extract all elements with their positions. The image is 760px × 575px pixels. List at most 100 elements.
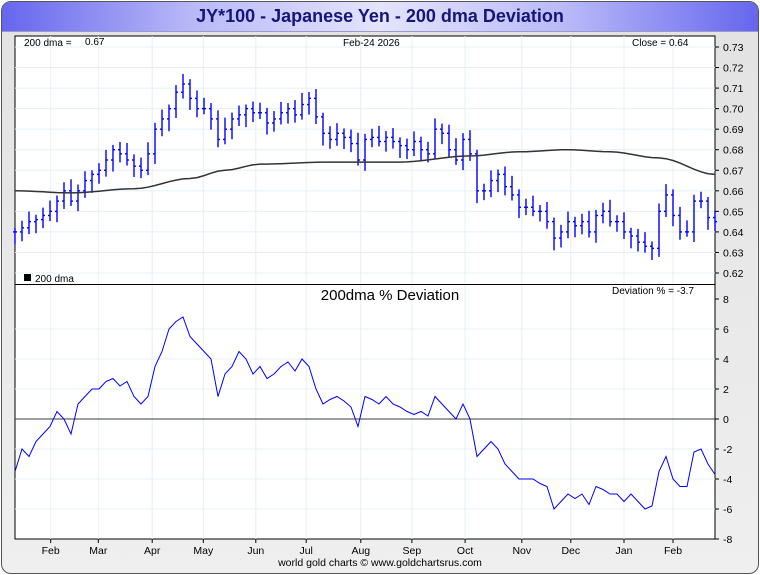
price-bar [230, 112, 234, 140]
x-tick-label: May [193, 545, 214, 557]
price-bar [111, 144, 115, 172]
legend-swatch [24, 274, 31, 281]
price-bar [34, 214, 38, 234]
price-bar [202, 97, 206, 115]
chart-title: JY*100 - Japanese Yen - 200 dma Deviatio… [196, 6, 564, 26]
price-bar [678, 206, 682, 240]
title-bar: JY*100 - Japanese Yen - 200 dma Deviatio… [2, 2, 758, 32]
price-bar [580, 213, 584, 235]
price-bar [615, 215, 619, 232]
price-bar [594, 209, 598, 243]
price-bar [426, 141, 430, 163]
price-bar [538, 205, 542, 222]
price-bar [349, 129, 353, 153]
price-bar [440, 123, 444, 145]
deviation-title: 200dma % Deviation [321, 287, 459, 304]
price-bar [356, 132, 360, 166]
price-bars [13, 73, 717, 260]
y-tick-label: 8 [723, 294, 729, 306]
y-tick-label: 0.66 [723, 186, 744, 198]
y-tick-label: 0.65 [723, 206, 744, 218]
price-bar [496, 169, 500, 193]
price-bar [76, 184, 80, 212]
price-bar [258, 102, 262, 120]
x-axis: Feb Mar Apr May Jun Jul Aug Sep Oct Nov Dec Jan Feb [42, 539, 682, 557]
price-bar [377, 125, 381, 147]
price-bar [419, 136, 423, 162]
y-tick-label: 0.72 [723, 63, 744, 75]
price-axis: 0.73 0.72 0.71 0.70 0.69 0.68 0.67 0.66 0.65 0.64… [715, 42, 744, 280]
gridlines [15, 36, 715, 539]
price-bar [517, 189, 521, 219]
price-bar [153, 122, 157, 164]
y-tick-label: 0.62 [723, 268, 744, 280]
price-bar [209, 103, 213, 130]
deviation-line [14, 316, 716, 510]
price-bar [132, 154, 136, 177]
legend-label: 200 dma [35, 274, 74, 285]
price-bar [636, 228, 640, 252]
price-bar [237, 105, 241, 127]
price-bar [363, 133, 367, 171]
price-bar [671, 189, 675, 227]
price-bar [279, 101, 283, 125]
price-bar [664, 184, 668, 217]
price-bar [622, 212, 626, 240]
price-bar [251, 101, 255, 123]
y-tick-label: 2 [723, 384, 729, 396]
price-bar [433, 118, 437, 160]
price-bar [489, 170, 493, 198]
y-tick-label: 0.73 [723, 42, 744, 54]
price-bar [461, 133, 465, 171]
price-bar [685, 220, 689, 237]
price-bar [188, 79, 192, 110]
price-bar [139, 157, 143, 179]
price-bar [321, 112, 325, 146]
x-tick-label: Apr [144, 545, 161, 557]
x-tick-label: Dec [561, 545, 580, 557]
price-bar [167, 104, 171, 132]
price-bar [608, 199, 612, 227]
price-bar [195, 90, 199, 118]
price-bar [510, 175, 514, 201]
price-bar [573, 216, 577, 238]
y-tick-label: 6 [723, 324, 729, 336]
price-bar [62, 182, 66, 209]
price-bar [27, 211, 31, 235]
price-bar [531, 195, 535, 217]
price-bar [713, 210, 717, 231]
price-bar [454, 138, 458, 165]
deviation-axis: 8 6 4 2 0 -2 -4 -6 -8 [715, 294, 732, 546]
y-tick-label: 0.71 [723, 83, 744, 95]
price-bar [657, 203, 661, 257]
price-bar [244, 104, 248, 128]
dma-line [14, 148, 716, 194]
dma-value: 0.67 [85, 37, 105, 48]
x-tick-label: Mar [89, 545, 108, 557]
price-bar [503, 166, 507, 196]
x-tick-label: Jul [299, 545, 312, 557]
price-bar [559, 224, 563, 248]
y-tick-label: 4 [723, 354, 729, 366]
x-tick-label: Feb [664, 545, 682, 557]
y-tick-label: 0.70 [723, 104, 744, 116]
price-bar [475, 149, 479, 204]
price-bar [384, 131, 388, 152]
y-tick-label: -6 [723, 504, 732, 516]
x-tick-label: Sep [403, 545, 422, 557]
price-bar [104, 149, 108, 177]
dma-label: 200 dma = [24, 38, 72, 49]
price-bar [447, 124, 451, 158]
price-bar [335, 123, 339, 146]
price-bar [41, 207, 45, 229]
y-tick-label: -4 [723, 474, 732, 486]
price-bar [174, 85, 178, 118]
price-bar [48, 200, 52, 222]
y-tick-label: -8 [723, 534, 732, 546]
y-tick-label: 0.64 [723, 227, 744, 239]
price-bar [293, 100, 297, 123]
price-bar [566, 211, 570, 239]
price-bar [587, 210, 591, 238]
price-bar [90, 170, 94, 193]
price-bar [328, 126, 332, 149]
